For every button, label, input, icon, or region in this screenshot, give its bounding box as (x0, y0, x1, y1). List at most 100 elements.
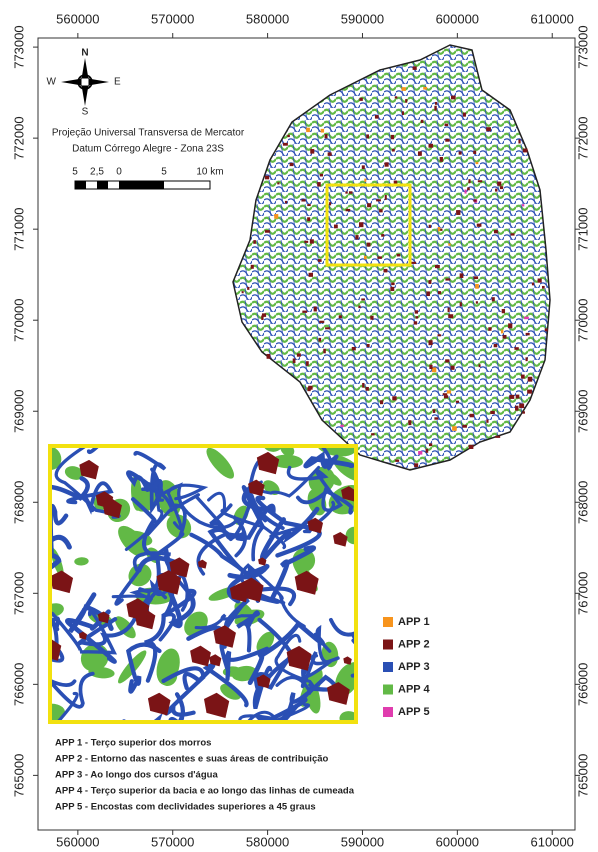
spot (495, 435, 501, 438)
green-patch (64, 466, 84, 480)
stream (66, 481, 114, 515)
spot (401, 111, 404, 115)
y-tick-label: 773000 (11, 25, 26, 68)
spot (478, 364, 481, 368)
legend-swatch (383, 684, 393, 695)
spot (306, 361, 309, 366)
spot (525, 332, 530, 336)
x-tick-label: 570000 (151, 11, 194, 26)
spot (302, 310, 308, 313)
spot (384, 162, 389, 167)
green-patch (50, 603, 64, 617)
legend-swatch (383, 707, 393, 717)
spot (358, 305, 361, 309)
spot (428, 224, 431, 228)
spot (429, 364, 433, 370)
legend-label: APP 4 (398, 683, 430, 695)
stream (131, 497, 161, 593)
x-tick-label: 580000 (246, 834, 289, 849)
spot (318, 337, 322, 342)
y-tick-label: 770000 (575, 299, 590, 342)
spot (522, 204, 525, 207)
spot (317, 259, 322, 262)
app2-patch (343, 656, 352, 665)
stream (241, 456, 275, 562)
spot (284, 200, 288, 204)
spot (247, 286, 250, 290)
spot (473, 199, 477, 202)
stream (244, 489, 285, 531)
spot (415, 316, 419, 319)
spot (467, 187, 470, 191)
spot (531, 282, 535, 286)
spot (495, 188, 498, 192)
y-tick-label: 766000 (575, 663, 590, 706)
spot (348, 191, 353, 194)
spot (508, 323, 513, 329)
scale-label: 0 (116, 167, 122, 178)
app2-patch (248, 479, 265, 497)
app2-patch (197, 559, 207, 569)
app2-patch (102, 498, 122, 519)
spot (473, 276, 479, 280)
spot (438, 291, 442, 295)
stream (319, 446, 339, 471)
spot (475, 301, 478, 304)
spot (391, 282, 395, 286)
spot (544, 328, 548, 332)
spot (515, 394, 520, 399)
spot (355, 235, 359, 240)
legend: APP 1 APP 2 APP 3 APP 4 APP 5 (383, 616, 430, 718)
spot (379, 209, 383, 213)
app2-patch (203, 692, 230, 718)
spot (491, 297, 495, 302)
spot (323, 348, 326, 354)
spot (458, 151, 462, 155)
stream (77, 611, 140, 647)
legend-label: APP 3 (398, 661, 430, 673)
spot (437, 226, 441, 232)
spot (428, 340, 433, 346)
spot (432, 409, 436, 413)
spot (301, 199, 306, 202)
spot (313, 306, 317, 312)
y-tick-label: 767000 (575, 572, 590, 615)
y-tick-label: 772000 (575, 116, 590, 159)
spot (486, 127, 491, 132)
x-tick-label: 590000 (341, 834, 384, 849)
spot (361, 298, 365, 301)
legend-swatch (383, 617, 393, 627)
spot (499, 186, 504, 190)
x-tick-label: 590000 (341, 11, 384, 26)
x-tick-label: 600000 (436, 834, 479, 849)
spot (473, 150, 477, 154)
spot (266, 353, 271, 359)
stream (257, 617, 300, 690)
spot (361, 165, 365, 169)
spot (494, 230, 498, 234)
spot (434, 105, 437, 111)
spot (428, 280, 432, 284)
stream (161, 666, 206, 717)
spot (519, 403, 525, 409)
spot (261, 315, 264, 320)
detail-frame (48, 444, 358, 724)
green-patch (128, 563, 152, 587)
spot (319, 320, 325, 323)
app2-patch (190, 645, 211, 667)
north-label: N (81, 48, 88, 59)
stream (65, 609, 117, 664)
spot (376, 199, 381, 202)
x-tick-label: 570000 (151, 834, 194, 849)
stream (247, 620, 325, 686)
description: APP 3 - Ao longo dos cursos d'água (55, 770, 218, 781)
spot (405, 99, 408, 103)
spot (468, 179, 471, 184)
stream (238, 703, 311, 722)
legend-label: APP 2 (398, 638, 430, 650)
x-tick-label: 600000 (436, 11, 479, 26)
spot (445, 278, 451, 281)
app2-patch (286, 645, 312, 671)
spot (324, 134, 328, 139)
